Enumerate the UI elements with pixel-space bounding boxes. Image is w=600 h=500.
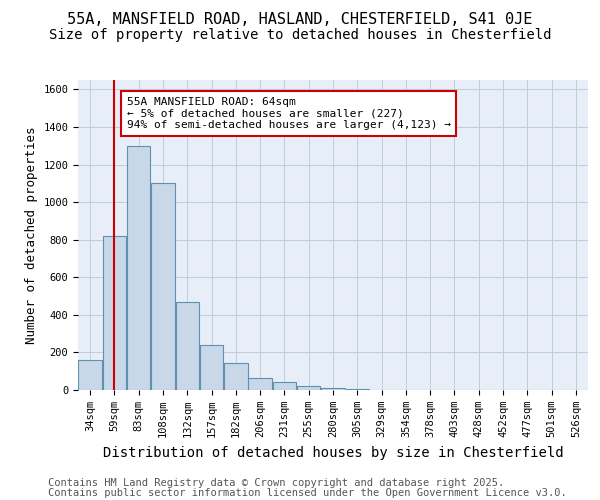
Bar <box>103 236 126 390</box>
Bar <box>297 386 320 390</box>
Bar <box>176 302 199 390</box>
Text: 55A MANSFIELD ROAD: 64sqm
← 5% of detached houses are smaller (227)
94% of semi-: 55A MANSFIELD ROAD: 64sqm ← 5% of detach… <box>127 97 451 130</box>
Bar <box>224 363 248 390</box>
Text: Contains HM Land Registry data © Crown copyright and database right 2025.: Contains HM Land Registry data © Crown c… <box>48 478 504 488</box>
Bar <box>346 389 369 390</box>
Text: Size of property relative to detached houses in Chesterfield: Size of property relative to detached ho… <box>49 28 551 42</box>
Text: 55A, MANSFIELD ROAD, HASLAND, CHESTERFIELD, S41 0JE: 55A, MANSFIELD ROAD, HASLAND, CHESTERFIE… <box>67 12 533 28</box>
Bar <box>127 146 151 390</box>
Text: Contains public sector information licensed under the Open Government Licence v3: Contains public sector information licen… <box>48 488 567 498</box>
X-axis label: Distribution of detached houses by size in Chesterfield: Distribution of detached houses by size … <box>103 446 563 460</box>
Y-axis label: Number of detached properties: Number of detached properties <box>25 126 38 344</box>
Bar <box>272 382 296 390</box>
Bar <box>200 345 223 390</box>
Bar <box>79 360 102 390</box>
Bar <box>151 184 175 390</box>
Bar <box>321 388 345 390</box>
Bar <box>248 378 272 390</box>
